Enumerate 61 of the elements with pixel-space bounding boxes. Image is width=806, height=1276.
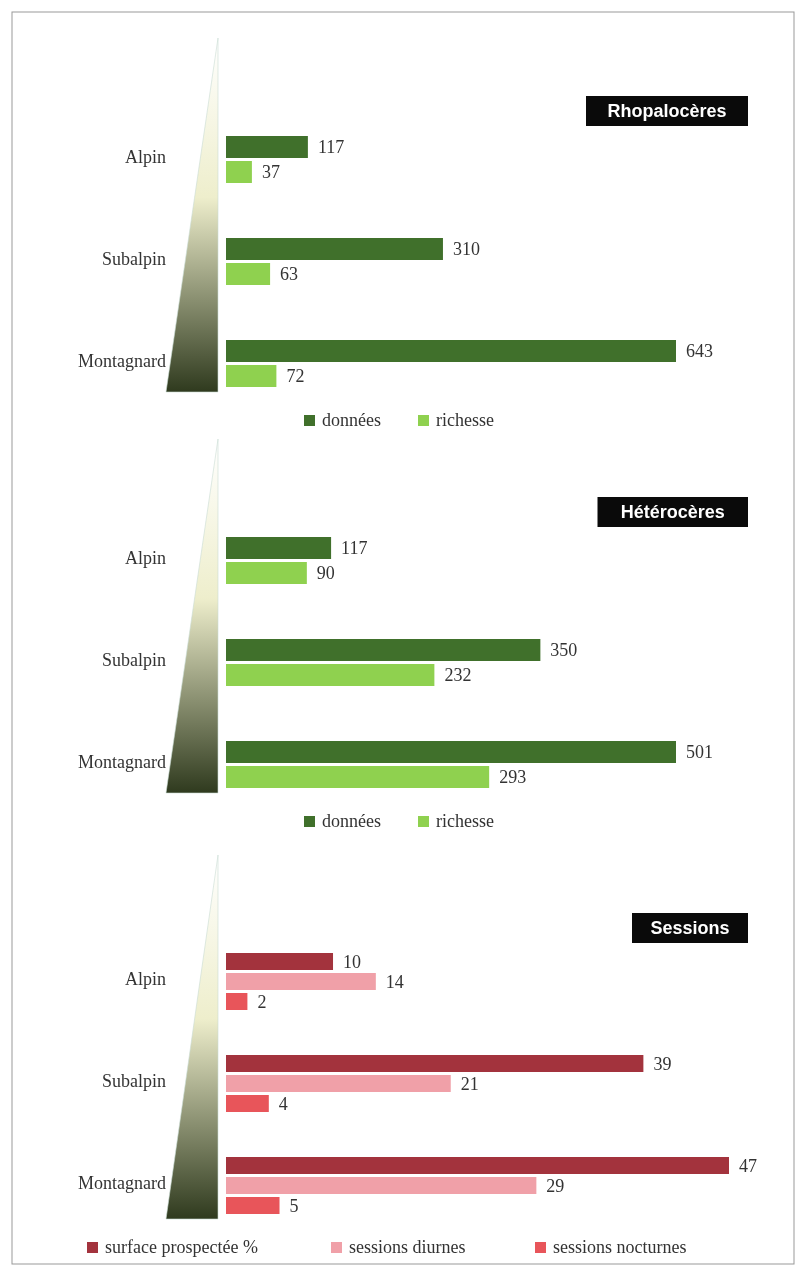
legend-label: sessions diurnes [349, 1237, 466, 1257]
data-label: 10 [343, 951, 362, 972]
bar [226, 664, 435, 686]
y-tick-label: Alpin [124, 147, 166, 167]
data-label: 350 [550, 640, 578, 660]
bar [226, 1055, 644, 1072]
bar [226, 161, 252, 183]
bar [226, 562, 307, 584]
bar [226, 1157, 729, 1174]
data-label: 72 [286, 366, 305, 386]
y-tick-label: Subalpin [101, 650, 166, 670]
bar [226, 1095, 269, 1112]
bar [226, 741, 676, 763]
bar [226, 537, 332, 559]
bar [226, 1177, 537, 1194]
bar [226, 340, 676, 362]
bar [226, 973, 376, 990]
y-tick-label: Subalpin [101, 249, 166, 269]
y-tick-label: Montagnard [78, 351, 166, 371]
y-tick-label: Alpin [124, 548, 166, 568]
legend-label: données [322, 811, 381, 831]
bar [226, 993, 248, 1010]
y-tick-label: Alpin [124, 969, 166, 989]
chart-title: Hétérocères [620, 502, 725, 522]
data-label: 293 [499, 767, 527, 787]
legend-label: sessions nocturnes [553, 1237, 687, 1257]
bar [226, 766, 490, 788]
data-label: 47 [739, 1155, 757, 1176]
bar [226, 365, 277, 387]
legend-label: richesse [436, 811, 494, 831]
data-label: 37 [261, 162, 280, 182]
bar [226, 263, 271, 285]
bar [226, 953, 334, 970]
legend-label: données [322, 410, 381, 430]
data-label: 4 [278, 1093, 288, 1114]
legend-label: richesse [436, 410, 494, 430]
chart-title: Rhopalocères [607, 101, 727, 121]
data-label: 2 [257, 991, 267, 1012]
data-label: 117 [317, 137, 345, 157]
data-label: 39 [653, 1053, 672, 1074]
bar [226, 1075, 451, 1092]
y-tick-label: Montagnard [78, 1173, 166, 1193]
y-tick-label: Subalpin [101, 1071, 166, 1091]
data-label: 643 [686, 341, 713, 361]
data-label: 232 [444, 665, 472, 685]
bar [226, 136, 308, 158]
data-label: 5 [289, 1195, 299, 1216]
data-label: 501 [686, 742, 713, 762]
data-label: 21 [460, 1073, 479, 1094]
bar [226, 238, 443, 260]
data-label: 29 [546, 1175, 565, 1196]
data-label: 117 [341, 538, 368, 558]
y-tick-label: Montagnard [78, 752, 166, 772]
bar [226, 1197, 280, 1214]
bar [226, 639, 541, 661]
data-label: 310 [452, 239, 480, 259]
data-label: 14 [385, 971, 404, 992]
data-label: 90 [316, 563, 335, 583]
chart-title: Sessions [650, 918, 730, 938]
legend-label: surface prospectée % [105, 1237, 258, 1257]
data-label: 63 [280, 264, 299, 284]
